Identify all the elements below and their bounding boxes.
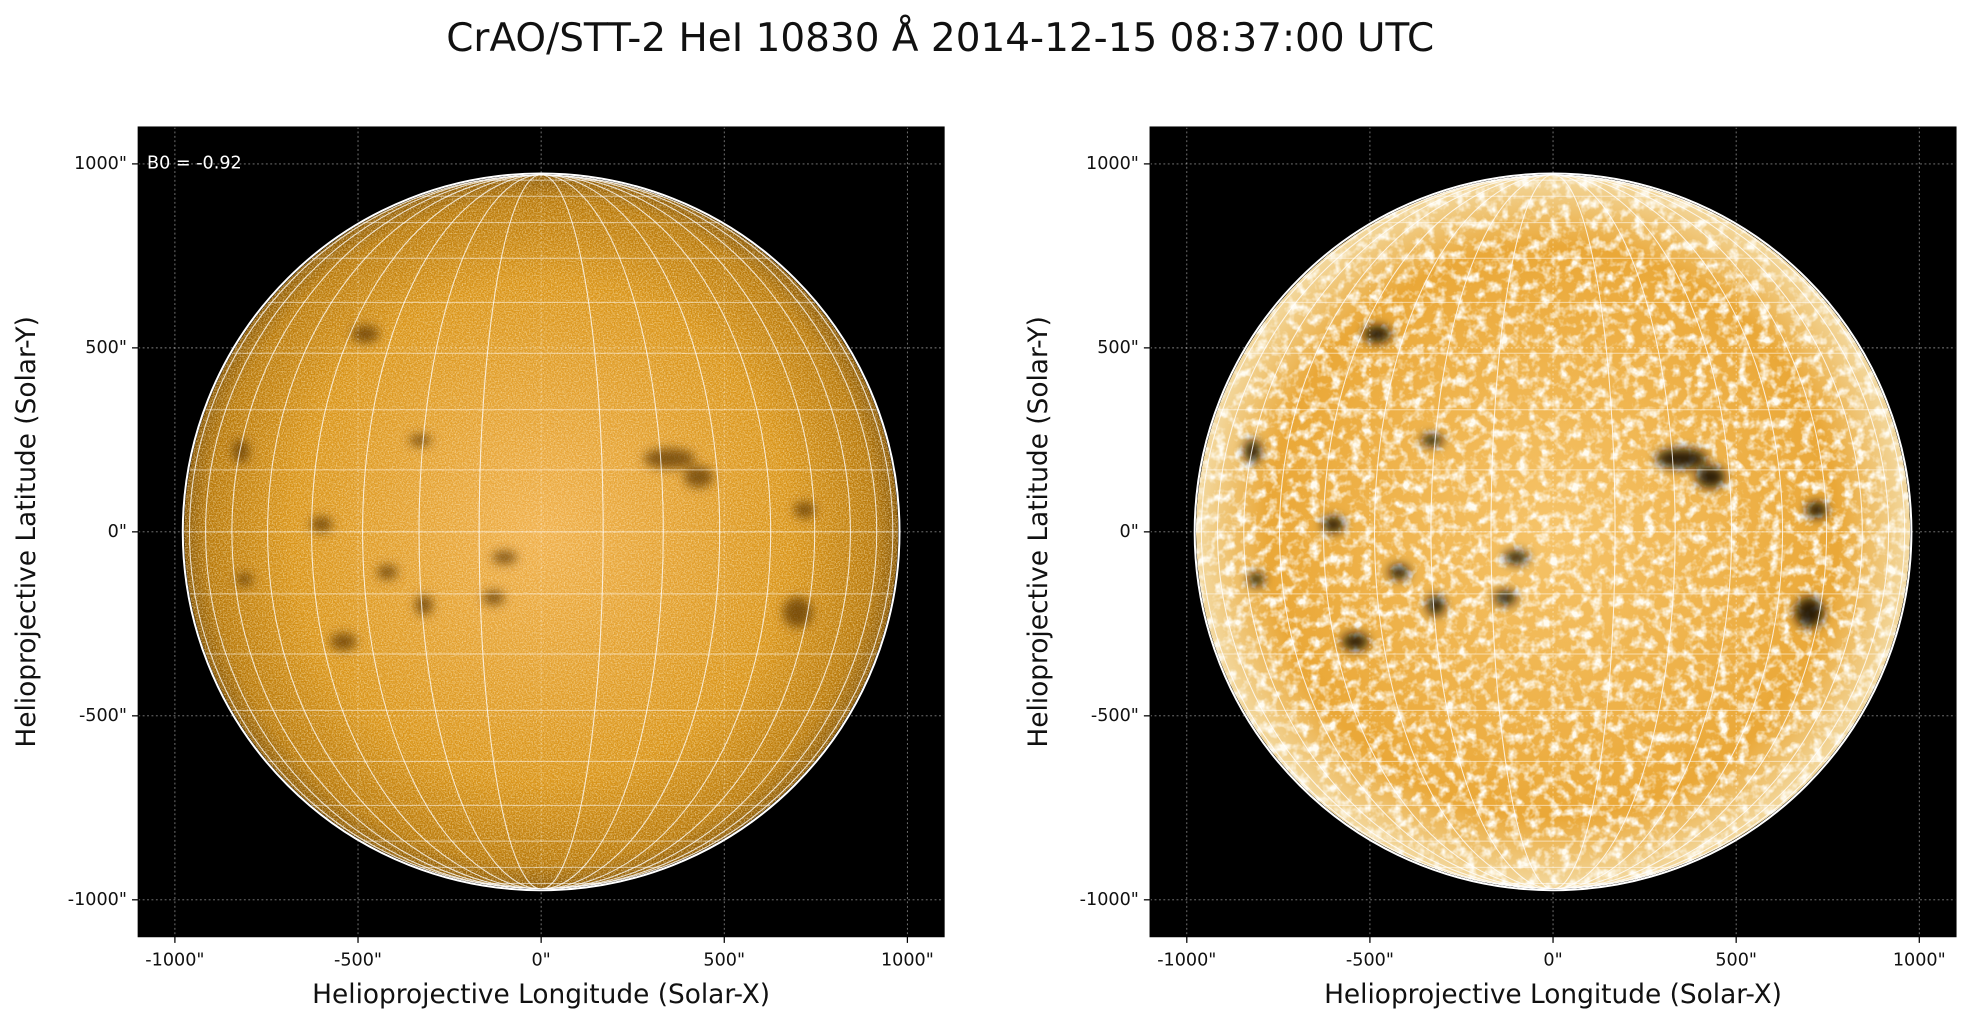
annotation: B0 = -0.92	[147, 154, 242, 174]
axes-frame	[1149, 126, 1957, 938]
x-tick-label: -500"	[334, 950, 382, 970]
x-tick-label: 500"	[1715, 950, 1757, 970]
filament	[1494, 590, 1517, 606]
x-tick-label: 1000"	[1893, 950, 1946, 970]
filament	[482, 590, 505, 606]
filament	[643, 448, 695, 469]
x-tick-label: -500"	[1346, 950, 1394, 970]
filament	[1388, 564, 1410, 580]
filament	[1322, 516, 1345, 533]
y-tick-label: 0"	[108, 522, 127, 542]
y-tick-label: -500"	[1091, 706, 1139, 726]
filament	[1363, 325, 1392, 343]
filament	[1805, 501, 1828, 518]
x-tick-label: -1000"	[145, 950, 204, 970]
x-tick-label: 0"	[532, 950, 551, 970]
filament	[1421, 434, 1444, 447]
filament	[782, 597, 813, 628]
filament	[330, 632, 357, 651]
y-axis-label: Helioprojective Latitude (Solar-Y)	[12, 316, 42, 747]
filament	[232, 439, 249, 464]
x-tick-label: 1000"	[881, 950, 934, 970]
filament	[1695, 465, 1726, 488]
y-tick-label: 500"	[1097, 338, 1139, 358]
spots	[232, 325, 816, 651]
x-tick-label: -1000"	[1157, 950, 1216, 970]
y-axis-label: Helioprojective Latitude (Solar-Y)	[1024, 316, 1054, 747]
filament	[793, 501, 816, 518]
y-tick-label: 0"	[1120, 522, 1139, 542]
filament	[1244, 439, 1261, 464]
filament	[377, 564, 398, 580]
filament	[1427, 594, 1445, 616]
filament	[492, 550, 517, 565]
filament	[409, 434, 432, 447]
filament	[1342, 632, 1369, 651]
filament	[1655, 448, 1707, 469]
x-axis-label: Helioprojective Longitude (Solar-X)	[1324, 980, 1782, 1010]
y-tick-label: -1000"	[1080, 890, 1139, 910]
y-tick-label: 1000"	[74, 154, 127, 174]
filament	[415, 594, 433, 616]
filament	[310, 516, 333, 533]
filament	[351, 325, 380, 343]
filament	[683, 465, 714, 488]
figure-title: CrAO/STT-2 HeI 10830 Å 2014-12-15 08:37:…	[446, 14, 1434, 61]
x-tick-label: 500"	[703, 950, 745, 970]
y-tick-label: -500"	[79, 706, 127, 726]
x-tick-label: 0"	[1543, 950, 1562, 970]
y-tick-label: -1000"	[68, 890, 127, 910]
filament	[1248, 572, 1265, 587]
y-tick-label: 1000"	[1086, 154, 1139, 174]
filament	[1503, 550, 1529, 565]
y-tick-label: 500"	[85, 338, 127, 358]
filament	[236, 572, 253, 587]
filament	[1794, 597, 1825, 628]
x-axis-label: Helioprojective Longitude (Solar-X)	[312, 980, 770, 1010]
axes-frame	[137, 126, 945, 938]
